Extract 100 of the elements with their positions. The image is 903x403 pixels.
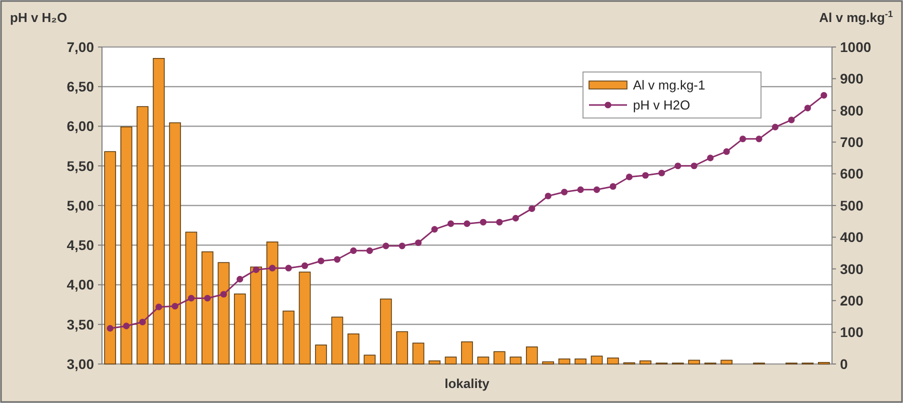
y2-tick-label: 500 [840,197,864,214]
y2-tick-label: 0 [840,356,848,372]
point [366,247,373,254]
x-axis-title: lokality [444,376,490,391]
bar [720,360,732,364]
point [577,186,584,193]
point [188,294,195,302]
bar [510,356,522,364]
bar [218,262,230,364]
bar [331,316,344,364]
y2-tick-label: 400 [840,229,864,246]
y-tick-label: 5,50 [66,158,94,174]
point [690,162,698,170]
bar [590,356,603,364]
bar [169,122,181,364]
bar [477,356,490,364]
y2-tick-label: 600 [840,166,864,182]
point [788,116,795,124]
bar [526,346,538,364]
point [480,218,487,226]
bar [574,358,586,364]
point [252,266,260,273]
bar [396,331,408,364]
point [561,188,568,196]
bar [364,354,376,364]
bar [558,358,570,364]
bar [380,298,392,364]
point [269,264,276,272]
point [544,192,552,200]
y-tick-label: 4,00 [66,276,94,293]
point [106,325,114,332]
y2-axis-title: Al v mg.kg$^{-1}$ [819,9,893,25]
point [236,276,244,283]
point [642,172,649,179]
bar [202,251,214,364]
y-tick-label: 6,00 [66,118,94,134]
point [123,322,130,330]
point [155,304,162,310]
point [301,262,308,270]
bar [542,361,554,364]
y-tick-label: 7,00 [66,38,94,55]
point [447,220,454,228]
y-tick-label: 6,50 [66,78,94,95]
point [431,226,438,233]
y2-tick-label: 1000 [840,38,872,55]
point [674,162,682,170]
point [739,136,746,142]
point [820,92,828,99]
point [707,154,714,162]
bar [688,360,700,364]
bar [315,344,327,364]
point [804,104,811,112]
y-tick-label: 3,00 [66,356,94,372]
bar [607,358,619,364]
point [658,170,665,176]
bar [640,360,652,364]
y2-tick-label: 300 [840,260,864,277]
point [318,258,324,264]
bar [494,351,506,364]
point [204,294,211,302]
point [172,302,178,310]
bar [461,341,473,364]
bar [185,232,198,364]
bar [120,126,132,364]
y-tick-label: 5,00 [66,197,94,214]
y2-tick-label: 800 [840,102,864,118]
point [334,256,341,263]
point [350,247,357,254]
bar [444,356,457,364]
point [382,242,390,250]
point [139,318,146,326]
point [723,148,730,155]
y-tick-label: 3,50 [66,316,94,332]
bar [136,106,148,364]
bar [234,294,246,364]
point [220,290,227,298]
point [610,183,616,190]
y-axis-title: pH v H₂O [10,10,68,25]
point [626,174,633,180]
point [528,205,536,212]
bar [348,333,360,364]
legend-label: pH v H2O [633,98,690,113]
y2-tick-label: 100 [840,324,864,340]
y2-tick-label: 700 [840,134,864,150]
point [415,239,422,246]
bar [282,310,294,364]
bar [298,272,311,364]
bar [104,151,116,364]
bar [250,266,262,364]
point [512,214,519,222]
point [772,124,779,130]
bar [152,58,165,364]
point [593,186,600,193]
point [285,264,292,272]
point [398,242,406,250]
point [496,218,503,226]
bar [266,242,278,364]
bar [428,360,440,364]
y-tick-label: 4,50 [66,237,94,254]
y2-tick-label: 900 [840,70,864,87]
